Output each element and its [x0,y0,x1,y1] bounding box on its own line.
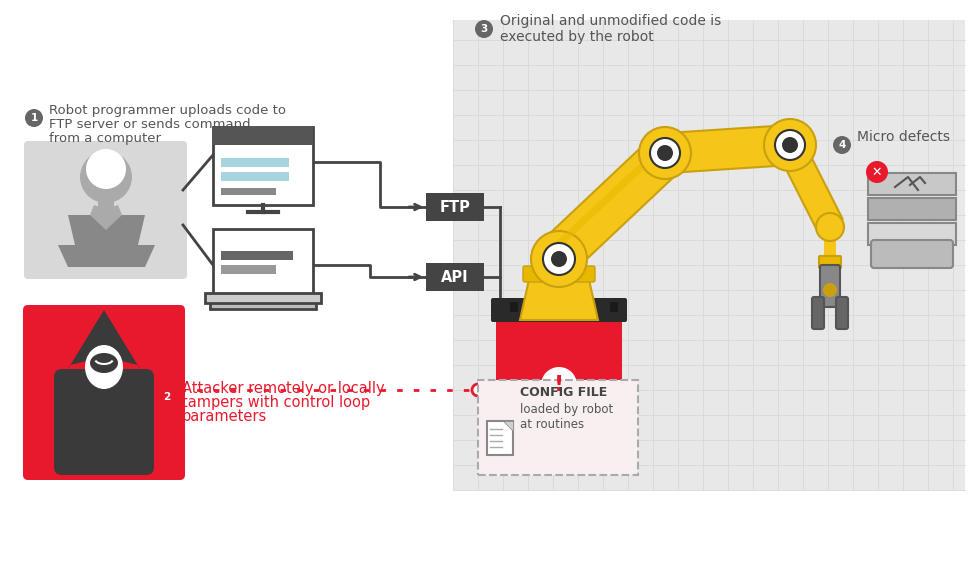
FancyBboxPatch shape [210,301,316,309]
FancyBboxPatch shape [819,265,839,307]
FancyBboxPatch shape [426,263,484,291]
FancyBboxPatch shape [213,229,313,297]
FancyBboxPatch shape [610,302,617,312]
Polygon shape [502,421,513,431]
Polygon shape [58,245,154,267]
FancyBboxPatch shape [24,141,187,279]
Polygon shape [90,205,122,230]
Polygon shape [543,139,679,271]
FancyBboxPatch shape [221,158,289,167]
Circle shape [774,130,804,160]
Polygon shape [520,275,597,320]
Circle shape [25,109,43,127]
Text: 4: 4 [837,140,845,150]
Circle shape [472,384,484,396]
Text: FTP server or sends command: FTP server or sends command [49,118,250,130]
FancyBboxPatch shape [221,188,276,195]
Text: tampers with control loop: tampers with control loop [182,395,369,411]
Text: !: ! [553,375,564,395]
Text: 1: 1 [30,113,37,123]
FancyBboxPatch shape [534,302,542,312]
FancyBboxPatch shape [495,313,621,441]
Text: 3: 3 [480,24,488,34]
Text: ✕: ✕ [871,166,881,178]
Circle shape [475,20,492,38]
FancyBboxPatch shape [490,298,626,322]
FancyBboxPatch shape [584,302,592,312]
Circle shape [542,243,574,275]
Polygon shape [68,215,145,245]
Circle shape [650,138,679,168]
Circle shape [823,283,836,297]
FancyBboxPatch shape [98,200,114,215]
FancyBboxPatch shape [868,173,956,195]
Circle shape [540,367,576,403]
Polygon shape [779,144,841,231]
Circle shape [531,231,586,287]
FancyBboxPatch shape [811,297,824,329]
FancyBboxPatch shape [868,198,956,220]
Polygon shape [63,310,145,377]
Circle shape [782,137,797,153]
Circle shape [657,145,672,161]
FancyBboxPatch shape [871,240,952,268]
Text: FTP: FTP [439,199,470,215]
Circle shape [763,119,815,171]
Circle shape [865,161,887,183]
FancyBboxPatch shape [452,20,964,490]
FancyBboxPatch shape [478,380,637,475]
Polygon shape [55,350,151,467]
Circle shape [86,149,126,189]
Polygon shape [96,373,112,389]
Text: parameters: parameters [182,410,267,425]
Text: API: API [441,270,468,284]
Text: CONFIG FILE: CONFIG FILE [520,387,607,400]
Circle shape [638,127,691,179]
FancyBboxPatch shape [221,265,276,274]
Circle shape [815,213,843,241]
Ellipse shape [90,353,118,373]
FancyBboxPatch shape [213,127,313,145]
Circle shape [832,136,850,154]
Text: executed by the robot: executed by the robot [499,30,653,44]
FancyBboxPatch shape [426,193,484,221]
Text: 2: 2 [163,392,170,402]
Text: Attacker remotely or locally: Attacker remotely or locally [182,381,384,397]
FancyBboxPatch shape [818,256,840,268]
Polygon shape [666,125,790,173]
FancyBboxPatch shape [868,223,956,245]
Text: Micro defects: Micro defects [856,130,949,144]
Text: Robot programmer uploads code to: Robot programmer uploads code to [49,104,285,116]
Polygon shape [553,154,654,249]
FancyBboxPatch shape [23,305,185,480]
FancyBboxPatch shape [54,369,153,475]
FancyBboxPatch shape [221,172,289,181]
FancyBboxPatch shape [835,297,847,329]
FancyBboxPatch shape [509,302,518,312]
Text: loaded by robot: loaded by robot [520,404,613,417]
Text: Original and unmodified code is: Original and unmodified code is [499,14,720,28]
Circle shape [80,151,132,203]
Text: from a computer: from a computer [49,132,161,144]
FancyBboxPatch shape [487,421,513,455]
Circle shape [158,388,176,406]
FancyBboxPatch shape [560,302,568,312]
FancyBboxPatch shape [824,227,835,265]
FancyBboxPatch shape [205,293,320,303]
FancyBboxPatch shape [221,251,293,260]
FancyBboxPatch shape [213,127,313,205]
Ellipse shape [85,345,123,389]
Circle shape [550,251,567,267]
Text: at routines: at routines [520,418,583,432]
FancyBboxPatch shape [523,266,594,282]
